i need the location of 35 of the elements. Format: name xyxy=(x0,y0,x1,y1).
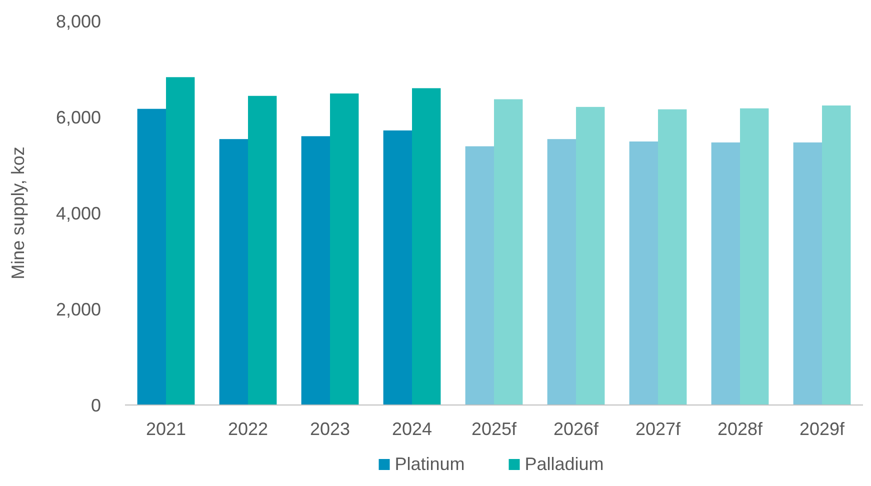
y-tick-label: 8,000 xyxy=(56,11,101,32)
y-tick-label: 2,000 xyxy=(56,299,101,320)
bar xyxy=(740,108,769,405)
bar xyxy=(330,93,359,405)
bar xyxy=(711,142,740,405)
bar xyxy=(576,106,605,405)
bar xyxy=(629,141,658,405)
bar xyxy=(465,146,494,405)
y-tick-label: 0 xyxy=(90,395,101,416)
bar xyxy=(219,139,248,405)
bar xyxy=(248,96,277,405)
y-tick-label: 4,000 xyxy=(56,203,101,224)
x-tick-label: 2027f xyxy=(635,419,682,439)
x-tick-label: 2021 xyxy=(146,419,186,439)
bar xyxy=(383,130,412,405)
legend-label: Platinum xyxy=(394,454,465,474)
bar xyxy=(793,142,822,405)
bar xyxy=(166,77,195,405)
bar xyxy=(658,109,687,405)
x-tick-label: 2026f xyxy=(553,419,600,439)
bar xyxy=(494,99,523,405)
x-tick-label: 2022 xyxy=(228,419,268,439)
legend-label: Palladium xyxy=(524,454,604,474)
bar xyxy=(412,88,441,405)
bar xyxy=(822,105,851,405)
x-tick-label: 2025f xyxy=(471,419,518,439)
x-tick-label: 2029f xyxy=(799,419,846,439)
x-tick-label: 2028f xyxy=(717,419,764,439)
bar xyxy=(547,139,576,405)
x-tick-label: 2024 xyxy=(392,419,432,439)
bar xyxy=(137,108,166,405)
bar xyxy=(301,136,330,405)
y-axis-title: Mine supply, koz xyxy=(8,146,28,280)
y-tick-label: 6,000 xyxy=(56,107,101,128)
x-tick-label: 2023 xyxy=(310,419,350,439)
